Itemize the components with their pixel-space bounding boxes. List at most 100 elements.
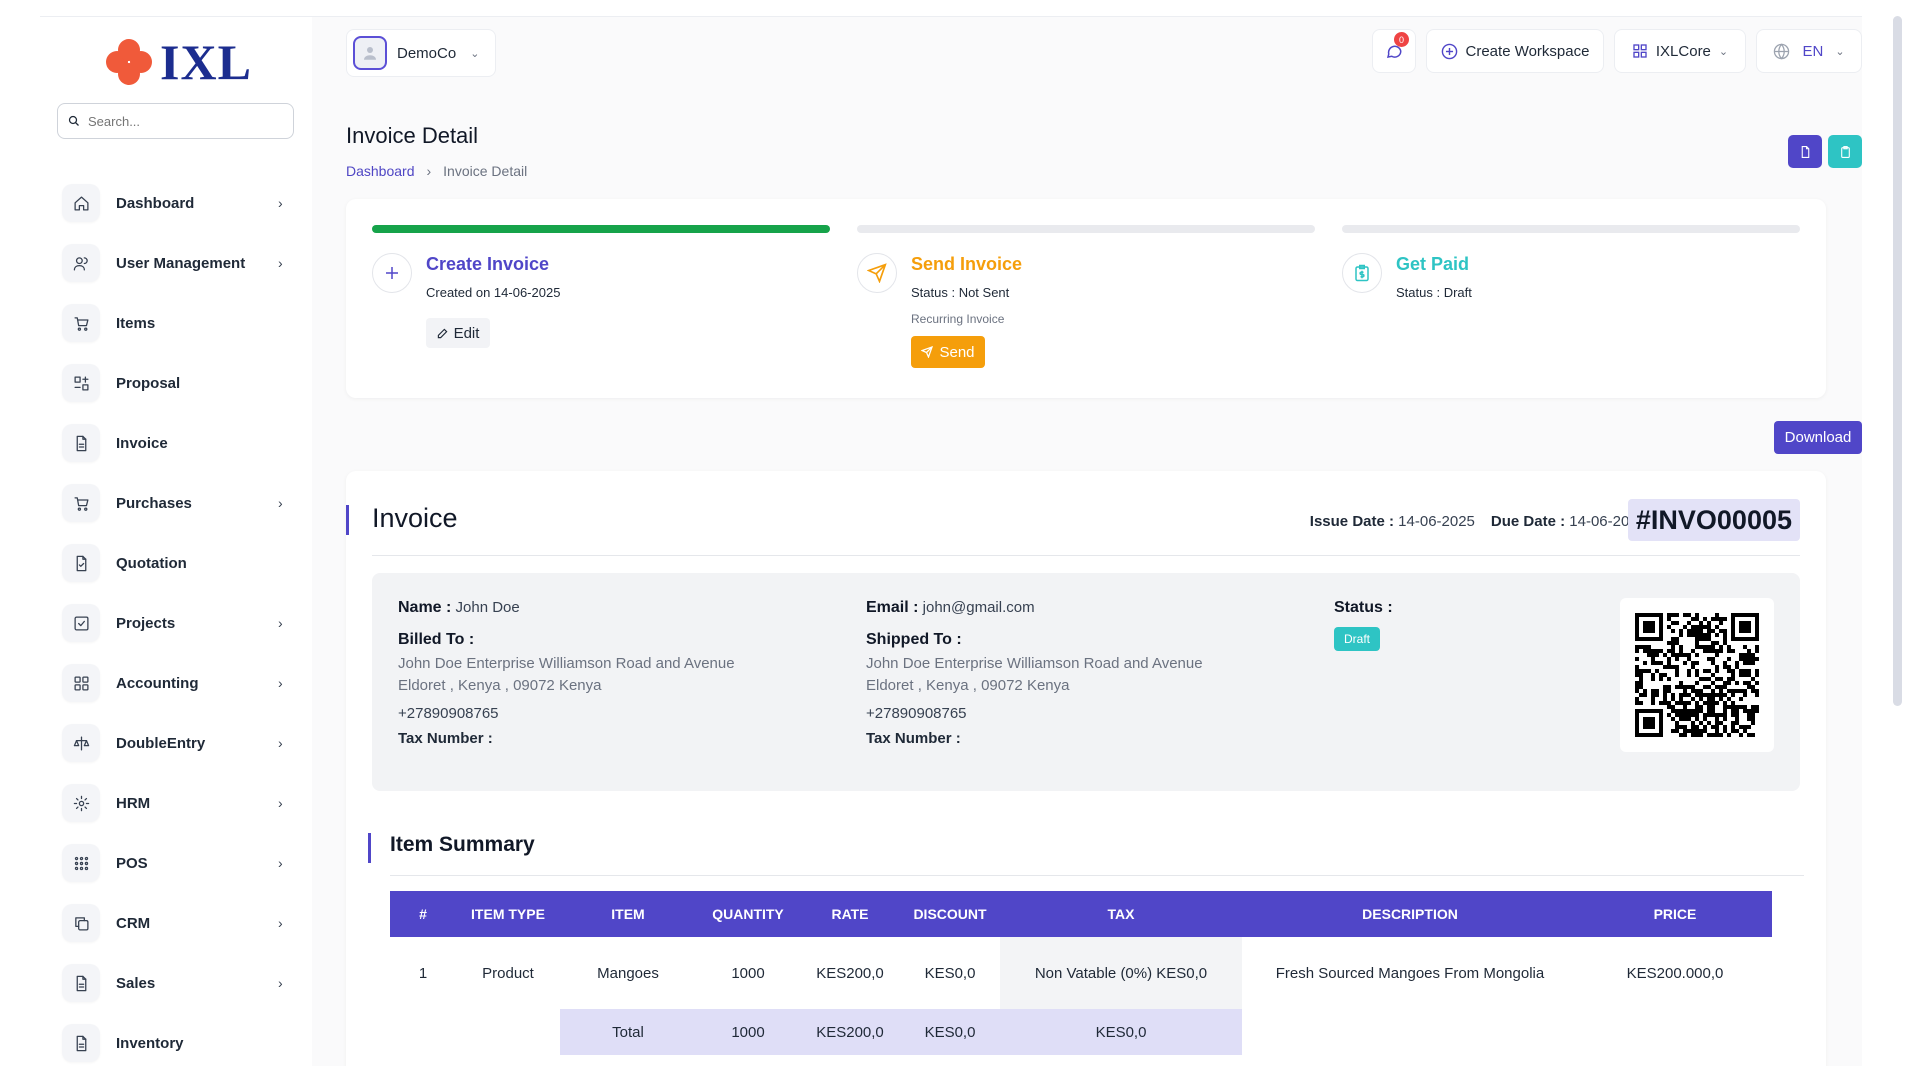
step-subtitle: Status : Not Sent xyxy=(911,285,1010,300)
create-workspace-button[interactable]: Create Workspace xyxy=(1426,29,1604,73)
sidebar-item-pos[interactable]: POS › xyxy=(62,833,294,893)
sidebar-item-dashboard[interactable]: Dashboard › xyxy=(62,173,294,233)
hrm-icon xyxy=(62,784,100,822)
language-switcher[interactable]: EN ⌄ xyxy=(1756,29,1862,73)
sidebar-item-proposal[interactable]: Proposal xyxy=(62,353,294,413)
item-summary: Item Summary # ITEM TYPE ITEM QUANTITY R… xyxy=(368,813,1804,1066)
shipped-address-line2: Eldoret , Kenya , 09072 Kenya xyxy=(866,677,1070,694)
col-description: DESCRIPTION xyxy=(1362,906,1458,922)
logo-mark-icon xyxy=(106,39,152,85)
chat-button[interactable]: 0 xyxy=(1372,29,1416,73)
file-icon xyxy=(1801,145,1809,158)
billed-address: John Doe Enterprise Williamson Road and … xyxy=(398,653,818,697)
dots-grid-icon xyxy=(62,844,100,882)
brand-logo[interactable]: IXL xyxy=(106,37,252,87)
shipped-to-label: Shipped To : xyxy=(866,631,962,648)
send-icon xyxy=(921,346,934,358)
shipped-phone: +27890908765 xyxy=(866,705,967,722)
clipboard-icon xyxy=(1840,145,1850,158)
total-label: Total xyxy=(560,1009,696,1055)
chevron-down-icon: ⌄ xyxy=(470,47,480,60)
cell-price: KES200.000,0 xyxy=(1626,964,1724,982)
cell-empty xyxy=(1242,1009,1578,1055)
chevron-right-icon: › xyxy=(278,795,283,811)
item-table: # ITEM TYPE ITEM QUANTITY RATE DISCOUNT … xyxy=(390,891,1772,1055)
sidebar-item-hrm[interactable]: HRM › xyxy=(62,773,294,833)
sidebar-item-projects[interactable]: Projects › xyxy=(62,593,294,653)
search-box[interactable] xyxy=(57,103,294,139)
shipped-address-line1: John Doe Enterprise Williamson Road and … xyxy=(866,655,1203,672)
edit-button[interactable]: Edit xyxy=(426,318,490,348)
sidebar-item-quotation[interactable]: Quotation xyxy=(62,533,294,593)
billed-phone: +27890908765 xyxy=(398,705,499,722)
download-button[interactable]: Download xyxy=(1774,421,1862,454)
copy-icon xyxy=(62,904,100,942)
col-item: ITEM xyxy=(611,906,645,922)
shipping-column: Email : john@gmail.com Shipped To : John… xyxy=(866,599,1286,747)
apps-icon xyxy=(1633,44,1647,58)
brand-name: IXL xyxy=(160,34,252,90)
invoice-card: Invoice Issue Date : 14-06-2025 Due Date… xyxy=(346,471,1826,1066)
cart-icon xyxy=(62,484,100,522)
search-input[interactable] xyxy=(88,113,268,129)
sidebar-item-inventory[interactable]: Inventory xyxy=(62,1013,294,1066)
step-create-invoice: Create Invoice Created on 14-06-2025 Edi… xyxy=(372,225,830,348)
sidebar-item-label: Purchases xyxy=(116,494,192,512)
send-button[interactable]: Send xyxy=(911,336,985,368)
file-check-icon xyxy=(62,544,100,582)
cell-empty xyxy=(390,1009,456,1055)
page-scrollbar[interactable] xyxy=(1893,16,1902,706)
col-price: PRICE xyxy=(1653,906,1697,922)
status-badge: Draft xyxy=(1334,627,1381,651)
cell-description: Fresh Sourced Mangoes From Mongolia xyxy=(1275,964,1545,982)
clipboard-dollar-icon xyxy=(1342,253,1382,293)
sidebar-item-label: CRM xyxy=(116,914,151,932)
copy-link-button[interactable] xyxy=(1828,135,1862,168)
sidebar-item-invoice[interactable]: Invoice xyxy=(62,413,294,473)
chevron-down-icon: ⌄ xyxy=(1835,45,1845,58)
core-switcher[interactable]: IXLCore ⌄ xyxy=(1614,29,1746,73)
cell-quantity: 1000 xyxy=(731,964,765,982)
pdf-button[interactable] xyxy=(1788,135,1822,168)
app-frame: IXL Dashboard › User Management › Items Propo… xyxy=(40,16,1862,1066)
accent-bar xyxy=(368,833,371,863)
cell-item: Mangoes xyxy=(597,964,659,982)
chevron-right-icon: › xyxy=(426,163,432,179)
breadcrumb-dashboard[interactable]: Dashboard xyxy=(346,163,415,179)
qr-code xyxy=(1620,598,1774,752)
invoice-info-box: Name : John Doe Billed To : John Doe Ent… xyxy=(372,573,1800,791)
sidebar-item-purchases[interactable]: Purchases › xyxy=(62,473,294,533)
billed-address-line2: Eldoret , Kenya , 09072 Kenya xyxy=(398,677,602,694)
sidebar-item-crm[interactable]: CRM › xyxy=(62,893,294,953)
sidebar-item-user-management[interactable]: User Management › xyxy=(62,233,294,293)
sidebar-item-sales[interactable]: Sales › xyxy=(62,953,294,1013)
billed-address-line1: John Doe Enterprise Williamson Road and … xyxy=(398,655,735,672)
sidebar-item-accounting[interactable]: Accounting › xyxy=(62,653,294,713)
sidebar-item-doubleentry[interactable]: DoubleEntry › xyxy=(62,713,294,773)
file-icon xyxy=(62,424,100,462)
step-progress-bar xyxy=(857,225,1315,233)
sidebar-item-items[interactable]: Items xyxy=(62,293,294,353)
col-discount: DISCOUNT xyxy=(913,906,987,922)
workspace-switcher[interactable]: DemoCo ⌄ xyxy=(346,29,496,77)
step-progress-bar xyxy=(372,225,830,233)
chat-icon xyxy=(1386,45,1402,58)
step-progress-bar xyxy=(1342,225,1800,233)
grid-icon xyxy=(62,664,100,702)
sidebar-item-label: Items xyxy=(116,314,156,332)
scale-icon xyxy=(62,724,100,762)
step-send-invoice: Send Invoice Status : Not Sent Recurring… xyxy=(857,225,1315,368)
home-icon xyxy=(62,184,100,222)
invoice-title: Invoice xyxy=(372,503,458,533)
divider xyxy=(372,555,1800,556)
status-column: Status : Draft xyxy=(1334,599,1534,651)
billing-column: Name : John Doe Billed To : John Doe Ent… xyxy=(398,599,818,747)
shipped-address: John Doe Enterprise Williamson Road and … xyxy=(866,653,1286,697)
issue-date: 14-06-2025 xyxy=(1398,513,1475,530)
chevron-right-icon: › xyxy=(278,915,283,931)
col-tax: TAX xyxy=(1107,906,1135,922)
breadcrumb-current: Invoice Detail xyxy=(443,163,528,179)
notification-count: 0 xyxy=(1394,32,1409,47)
email-label: Email : xyxy=(866,599,919,616)
total-tax: KES0,0 xyxy=(1000,1009,1242,1055)
